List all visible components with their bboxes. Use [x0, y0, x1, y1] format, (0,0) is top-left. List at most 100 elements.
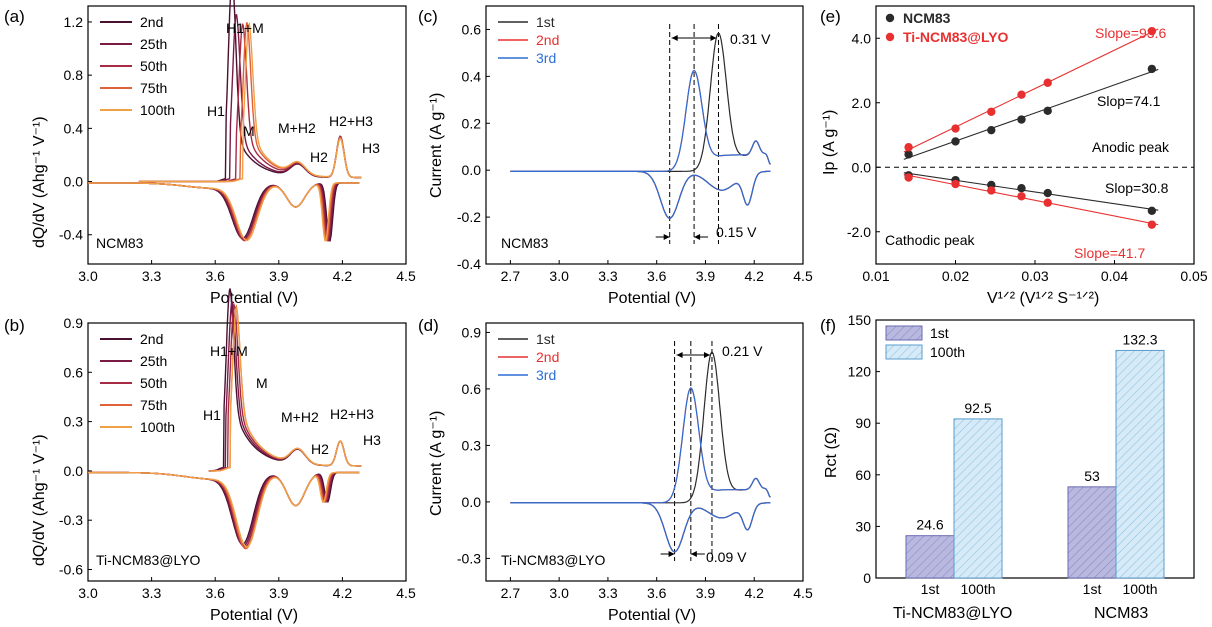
x-tick-label: 3.6 [205, 268, 225, 284]
x-tick-label: 0.02 [942, 268, 969, 284]
x-tick-label: 0.04 [1101, 268, 1128, 284]
legend-label-25th: 25th [140, 353, 167, 369]
data-point [1043, 106, 1052, 116]
x-tick-label: 3.9 [269, 585, 289, 601]
legend-label-1st: 1st [536, 331, 555, 347]
x-tick-label: 0.05 [1180, 268, 1207, 284]
legend-label-25th: 25th [140, 36, 167, 52]
y-tick-label: 0.0 [462, 162, 482, 178]
panel-d-ylabel: Current (A g⁻¹) [428, 411, 445, 516]
panel-b-ann-h3: H3 [363, 432, 381, 448]
panel-e-slope-black-cathodic: Slop=30.8 [1105, 180, 1169, 196]
panel-e: (e) 0.01 0.02 0.03 0.04 0.05 -2.0 0.0 2.0 4.0 V¹… [820, 5, 1208, 307]
cv-cathodic-1st [510, 502, 771, 553]
panel-b-xlabel: Potential (V) [210, 607, 298, 624]
fit-line-Ti-NCM83@LYO anodic [903, 28, 1159, 153]
y-tick-label: 1.2 [64, 14, 84, 30]
data-point [1147, 64, 1157, 74]
y-tick-label: 60 [855, 467, 871, 483]
bar-value-label: 24.6 [916, 517, 943, 533]
panel-e-label: (e) [820, 7, 841, 26]
panel-c-guides [655, 24, 719, 244]
panel-b-ylabel: dQ/dV (Ahg⁻¹ V⁻¹) [31, 434, 48, 566]
legend-label-1st: 1st [536, 14, 555, 30]
charge-curve-100th [138, 21, 362, 183]
panel-c-ticks: 2.7 3.0 3.3 3.6 3.9 4.2 4.5 -0.4 -0.2 0.0 0.2 0.4 0.… [457, 21, 813, 284]
panel-c-ann-015: 0.15 V [716, 224, 757, 240]
y-tick-label: 90 [855, 415, 871, 431]
y-tick-label: 0.4 [64, 120, 84, 136]
panel-b-label: (b) [4, 316, 25, 335]
panel-e-ylabel: Ip (A g⁻¹) [821, 110, 838, 175]
panel-d-sample-label: Ti-NCM83@LYO [501, 552, 606, 568]
panel-d-label: (d) [418, 316, 439, 335]
charge-curve-100th [208, 305, 362, 472]
x-tick-label: 3.3 [598, 268, 618, 284]
panel-b-ann-mh2: M+H2 [281, 409, 319, 425]
x-tick-label: 0.03 [1021, 268, 1048, 284]
bar-value-label: 92.5 [964, 400, 991, 416]
legend-marker-Ti-NCM83@LYO [885, 32, 895, 42]
panel-c-ann-031: 0.31 V [730, 31, 771, 47]
panel-c-ylabel: Current (A g⁻¹) [428, 93, 445, 198]
x-tick-label: 2.7 [501, 585, 521, 601]
y-tick-label: 0.3 [64, 414, 84, 430]
panel-b-ann-h2h3: H2+H3 [330, 406, 374, 422]
panel-a-label: (a) [4, 7, 25, 26]
panel-d: (d) 2.7 3.0 3.3 3.6 3.9 4.2 4.5 -0.3 0.0 0.3 0.6 0.… [418, 316, 813, 624]
data-point [904, 143, 913, 152]
x-tick-label: 4.5 [793, 268, 813, 284]
data-point [904, 173, 913, 182]
y-tick-label: 120 [848, 364, 872, 380]
cv-cathodic-3rd [510, 170, 771, 219]
data-point [1043, 78, 1052, 87]
panel-b-curves [88, 288, 362, 550]
data-point [1147, 220, 1157, 229]
bar-value-label: 53 [1084, 468, 1100, 484]
data-point [987, 107, 996, 116]
legend-label-NCM83: NCM83 [903, 10, 951, 26]
x-tick-label: 3.6 [205, 585, 225, 601]
bar-sublabel: 1st [1083, 581, 1102, 597]
arrow-head [710, 35, 717, 41]
legend-swatch-1st [885, 325, 923, 341]
y-tick-label: -0.4 [59, 227, 83, 243]
legend-label-100th: 100th [140, 102, 175, 118]
bar-value-label: 132.3 [1122, 331, 1157, 347]
y-tick-label: -0.6 [59, 561, 83, 577]
bar-1st-NCM83 [1067, 486, 1117, 579]
legend-label-2nd: 2nd [140, 331, 163, 347]
panel-b: (b) 3.0 3.3 3.6 3.9 4.2 4.5 -0.6 -0.3 0.0 0.3 0.6 0… [4, 288, 416, 624]
legend-label-50th: 50th [140, 58, 167, 74]
x-tick-label: 4.2 [744, 268, 764, 284]
panel-f-ylabel: Rct (Ω) [823, 427, 840, 478]
x-tick-label: 3.0 [78, 268, 98, 284]
panel-f-group-1: Ti-NCM83@LYO [893, 605, 1012, 622]
x-tick-label: 0.01 [862, 268, 889, 284]
arrow-head [694, 234, 701, 240]
x-tick-label: 4.2 [333, 585, 353, 601]
panel-c-label: (c) [418, 7, 438, 26]
legend-label-100th: 100th [140, 419, 175, 435]
panel-a-curves [88, 0, 362, 242]
panel-a-ann-h3: H3 [362, 140, 380, 156]
legend-label-3rd: 3rd [536, 50, 556, 66]
arrow-head [671, 35, 678, 41]
panel-f-ticks: 0 30 60 90 120 150 [848, 312, 880, 586]
y-tick-label: 0.0 [852, 159, 872, 175]
panel-a-ann-h1m: H1+M [226, 20, 264, 36]
fit-line-NCM83 cathodic [903, 172, 1159, 211]
y-tick-label: 0.6 [462, 381, 482, 397]
panel-a-frame [87, 5, 407, 265]
bar-100th-Ti-NCM83@LYO [953, 418, 1003, 579]
x-tick-label: 3.3 [142, 268, 162, 284]
y-tick-label: 0.2 [462, 115, 482, 131]
y-tick-label: -0.3 [59, 512, 83, 528]
x-tick-label: 4.5 [793, 585, 813, 601]
data-point [1147, 26, 1157, 36]
y-tick-label: 30 [855, 518, 871, 534]
panel-f-group-2: NCM83 [1094, 605, 1148, 622]
legend-label-2nd: 2nd [140, 14, 163, 30]
fit-line-Ti-NCM83@LYO cathodic [903, 173, 1159, 226]
